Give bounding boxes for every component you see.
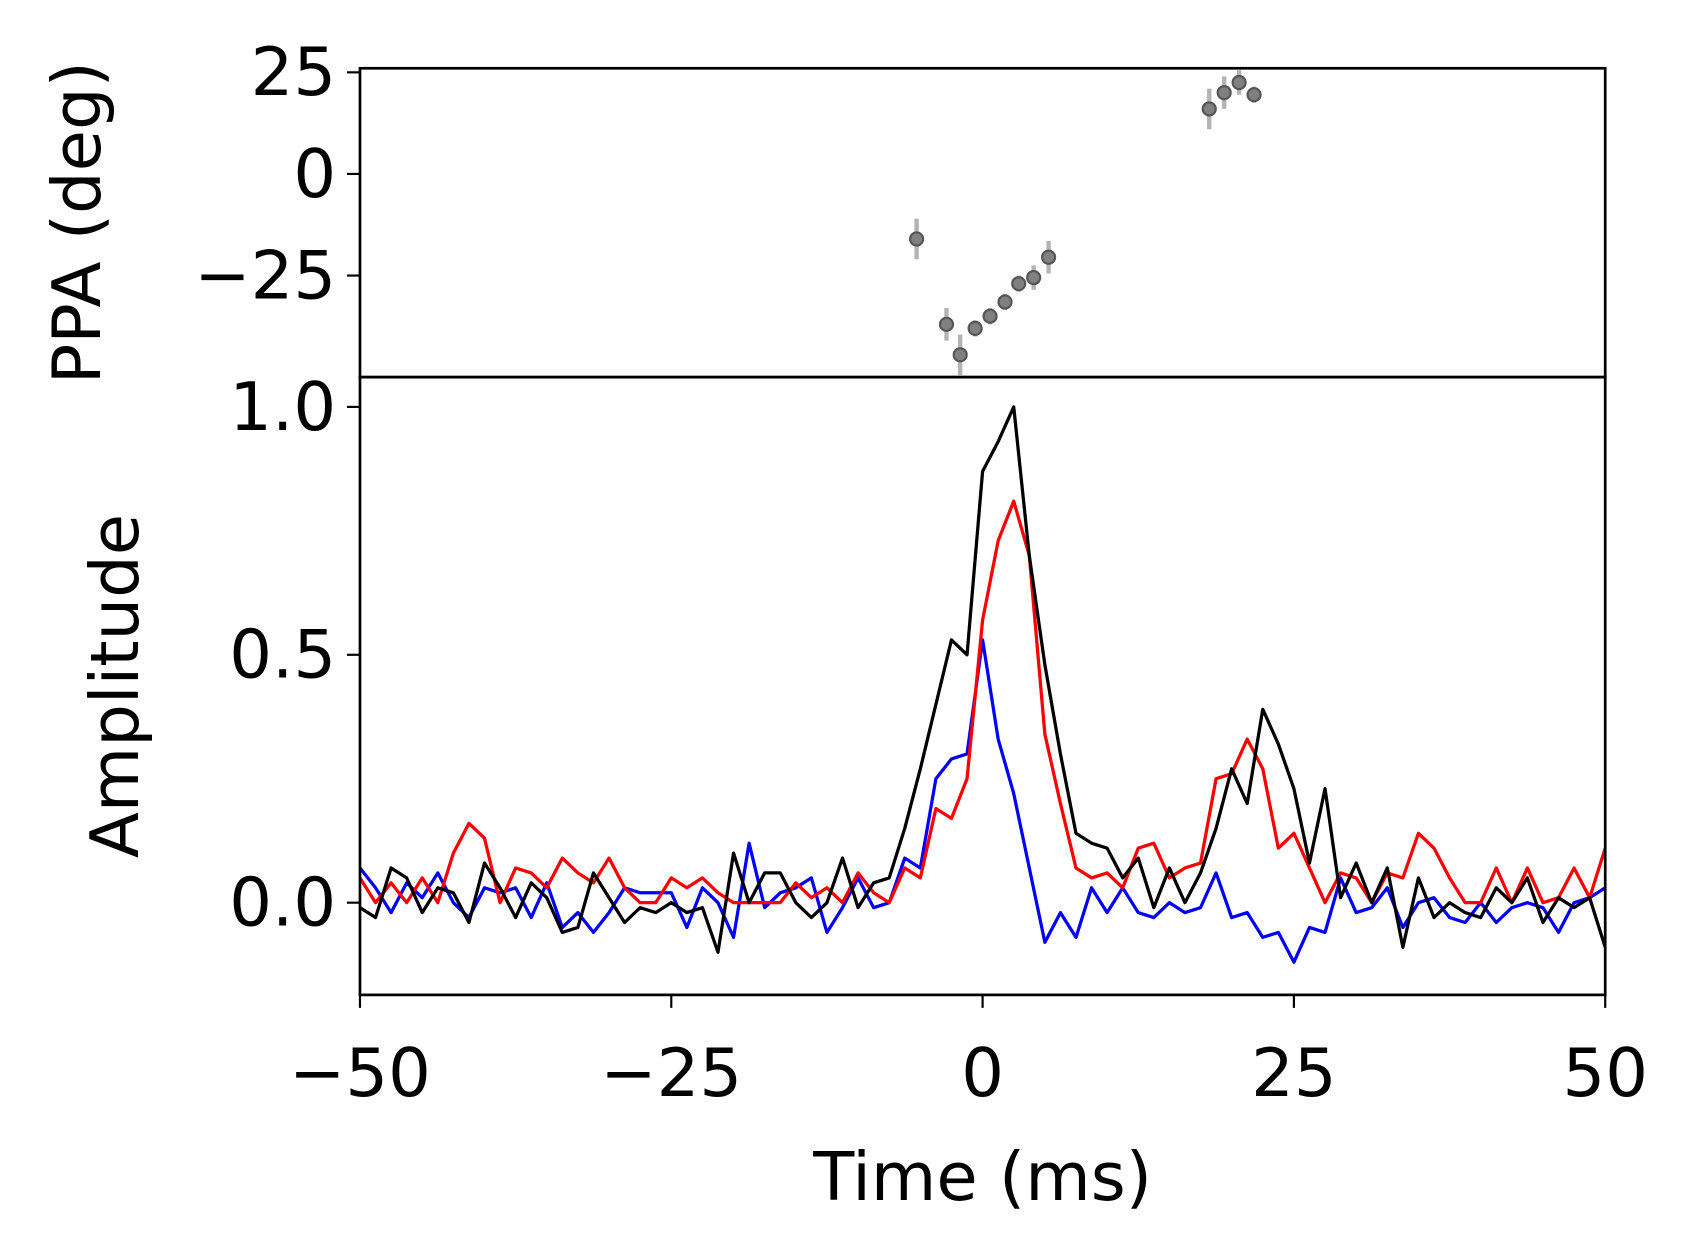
point	[982, 308, 998, 324]
y-axis-label: PPA (deg)	[38, 61, 116, 384]
point	[997, 294, 1013, 310]
point	[1026, 269, 1042, 286]
y-tick-label: 0.0	[229, 864, 336, 942]
x-tick-label: 50	[1562, 1034, 1648, 1112]
x-axis-label: Time (ms)	[812, 1138, 1152, 1216]
x-tick-label: 0	[961, 1034, 1004, 1112]
axes-frame	[358, 375, 1607, 997]
plot-area	[359, 405, 1606, 964]
point	[938, 316, 955, 332]
x-tick-label: −25	[600, 1034, 742, 1112]
y-axis-label: Amplitude	[76, 514, 154, 858]
y-tick-label: −25	[194, 236, 336, 314]
series-line	[359, 499, 1606, 905]
y-tick-label: 25	[251, 33, 337, 111]
series-line	[359, 638, 1606, 964]
point	[1041, 249, 1057, 265]
y-tick-label: 0.5	[229, 616, 336, 694]
point	[1201, 101, 1217, 117]
point	[952, 347, 968, 363]
plot-area	[909, 70, 1262, 376]
point	[967, 320, 983, 336]
point	[909, 231, 925, 247]
point	[1011, 276, 1027, 292]
point	[1231, 74, 1247, 91]
point	[1246, 87, 1262, 103]
y-tick-label: 1.0	[229, 368, 336, 446]
x-tick-label: 25	[1251, 1034, 1337, 1112]
series-line	[359, 405, 1606, 954]
y-tick-label: 0	[293, 135, 336, 213]
x-tick-label: −50	[289, 1034, 431, 1112]
point	[1216, 85, 1232, 101]
axes-frame	[358, 66, 1607, 379]
